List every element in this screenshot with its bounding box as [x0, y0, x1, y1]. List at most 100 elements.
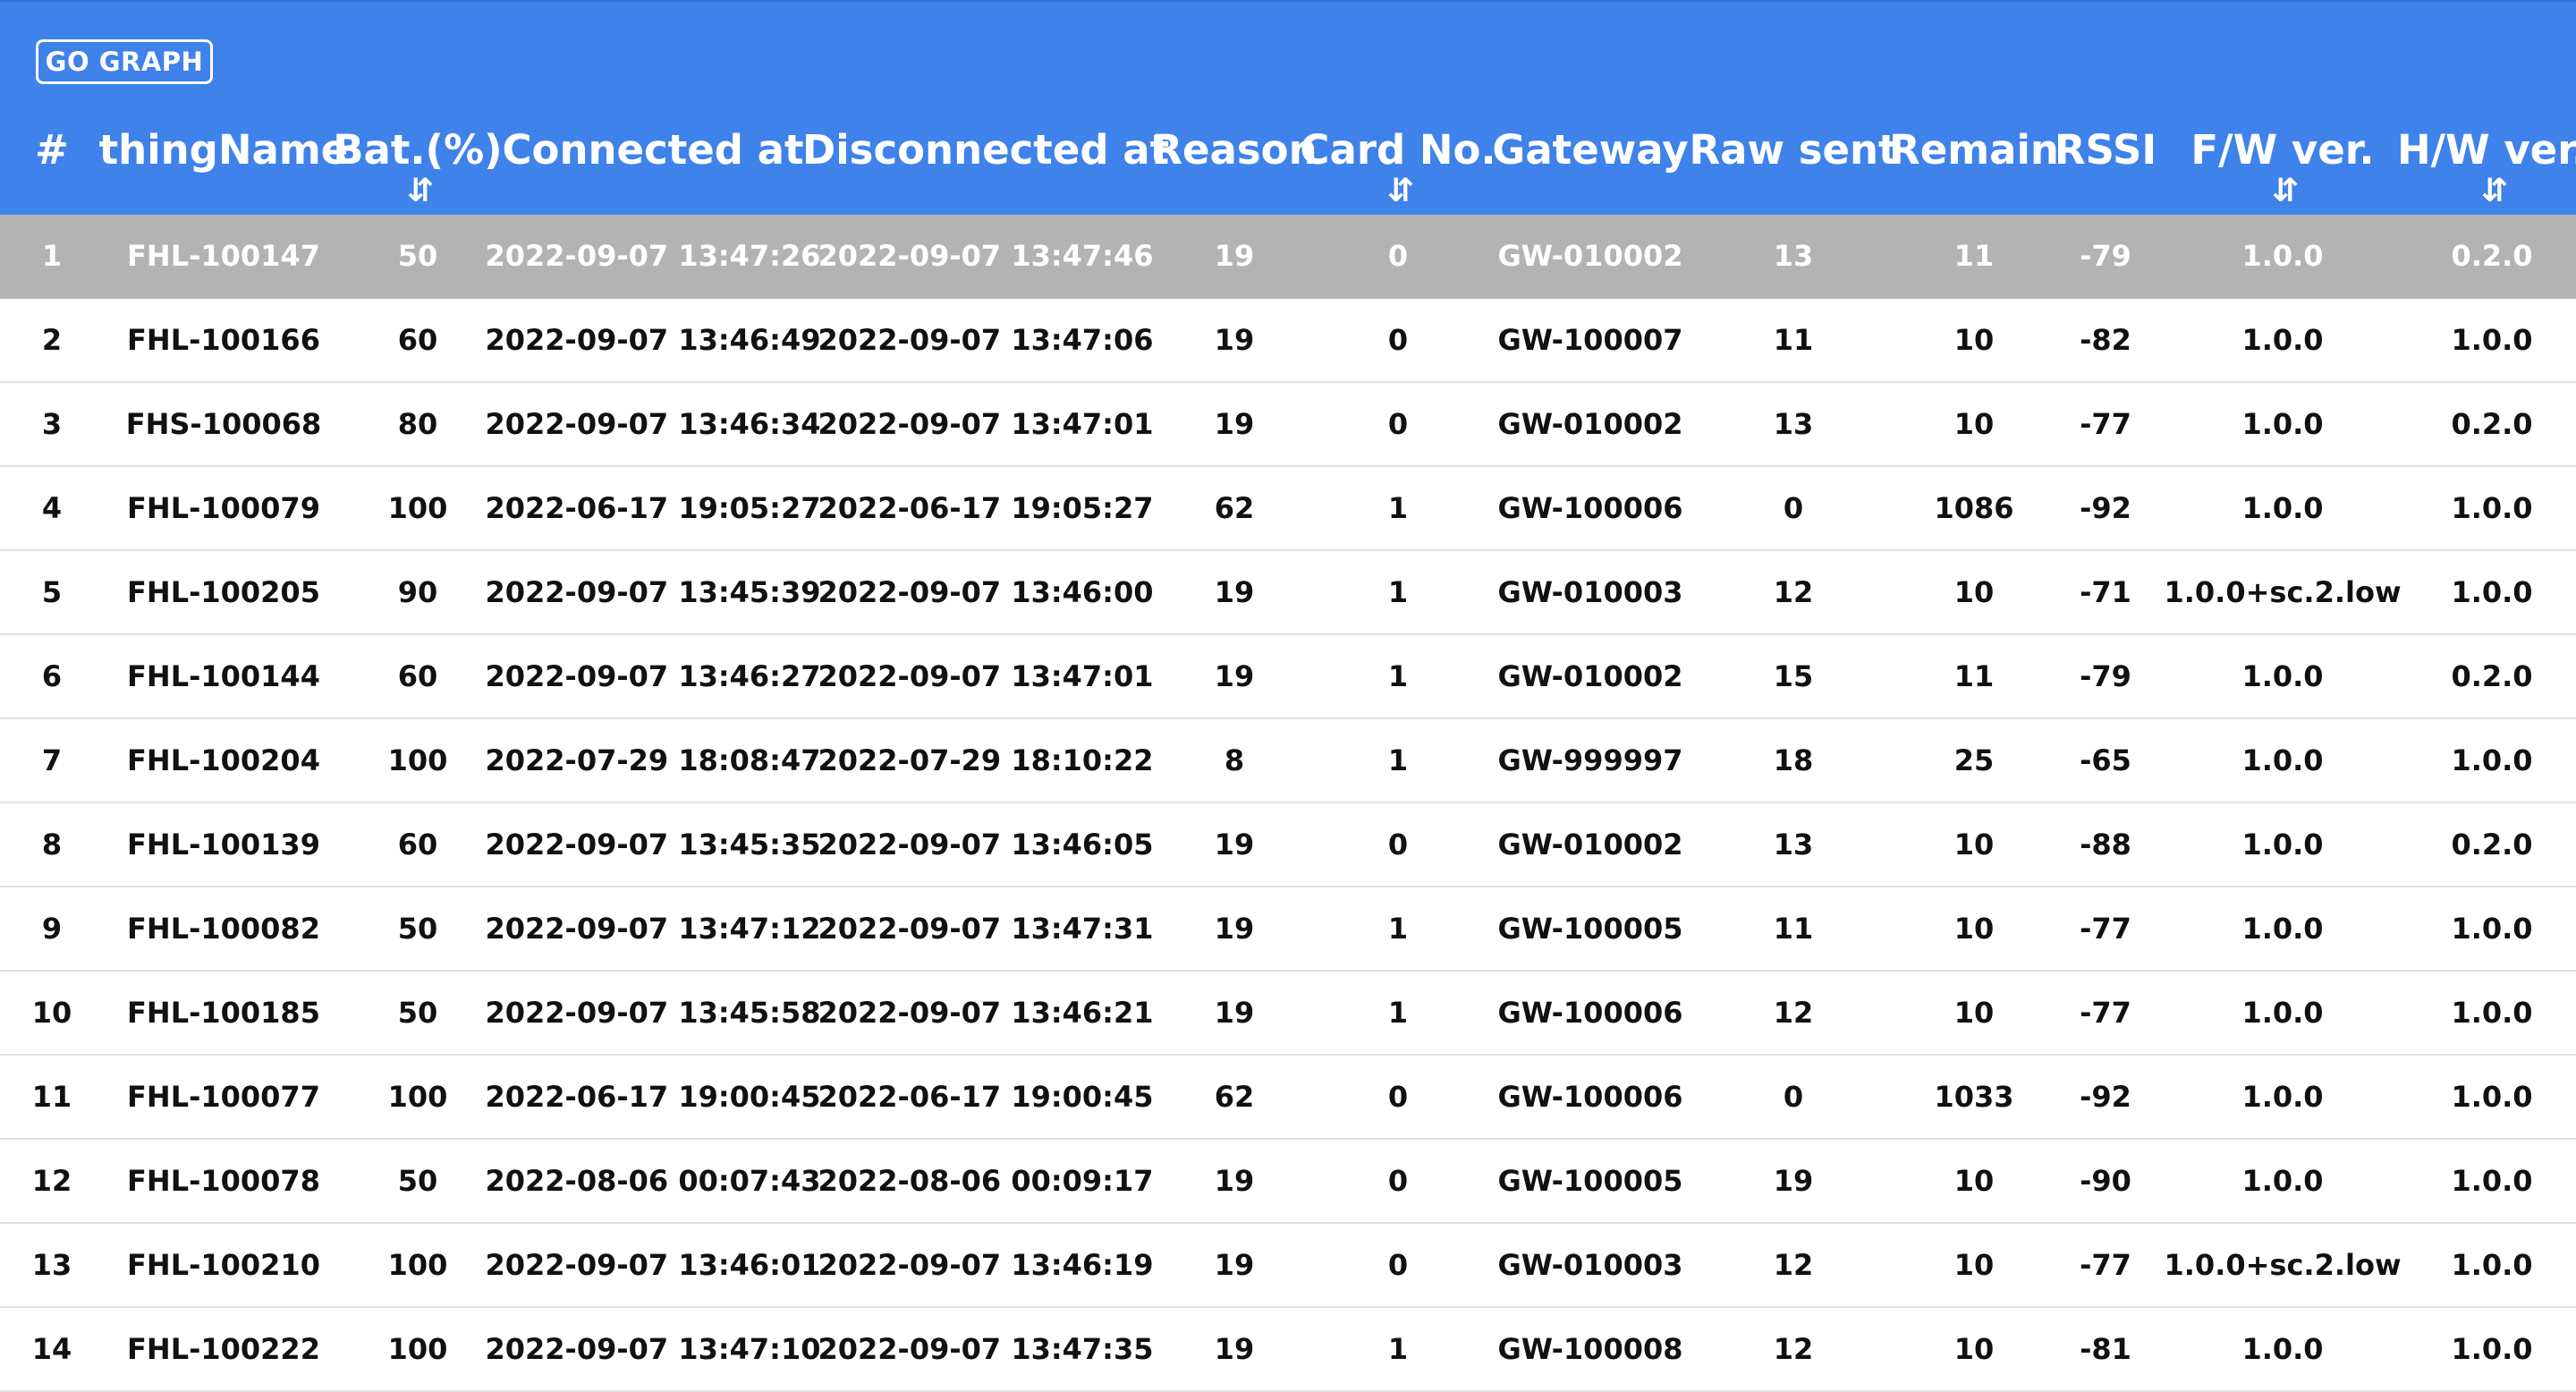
cell-reason: 19 — [1214, 1332, 1255, 1366]
column-header-disconnected: Disconnected at — [801, 126, 1170, 174]
cell-remain: 10 — [1953, 1248, 1995, 1282]
cell-raw: 12 — [1773, 1248, 1814, 1282]
cell-bat: 50 — [397, 996, 438, 1030]
cell-num: 7 — [41, 743, 63, 777]
column-header-fw[interactable]: F/W ver. — [2190, 126, 2375, 174]
table-row[interactable]: 5 FHL-100205 90 2022-09-07 13:45:39 2022-09-… — [0, 551, 2576, 635]
table-row[interactable]: 6 FHL-100144 60 2022-09-07 13:46:27 2022-09-… — [0, 635, 2576, 719]
table-row[interactable]: 10 FHL-100185 50 2022-09-07 13:45:58 2022-09… — [0, 972, 2576, 1056]
table-header-bar: GO GRAPH # thingName Bat.(%) ⇵ Connected at D… — [0, 0, 2576, 215]
cell-remain: 11 — [1953, 659, 1995, 693]
cell-thingName: FHL-100079 — [127, 491, 320, 525]
cell-bat: 100 — [387, 743, 448, 777]
cell-raw: 13 — [1773, 828, 1814, 862]
cell-raw: 19 — [1773, 1164, 1814, 1198]
cell-connected: 2022-09-07 13:47:10 — [485, 1332, 821, 1366]
cell-reason: 19 — [1214, 659, 1255, 693]
sort-icon[interactable]: ⇵ — [406, 173, 434, 209]
cell-reason: 19 — [1214, 1248, 1255, 1282]
cell-fw: 1.0.0 — [2241, 1164, 2324, 1198]
column-header-bat[interactable]: Bat.(%) — [333, 126, 503, 174]
cell-num: 4 — [41, 491, 63, 525]
table-row[interactable]: 14 FHL-100222 100 2022-09-07 13:47:10 2022-0… — [0, 1308, 2576, 1392]
table-row[interactable]: 9 FHL-100082 50 2022-09-07 13:47:12 2022-09-… — [0, 887, 2576, 972]
cell-raw: 18 — [1773, 743, 1814, 777]
table-row[interactable]: 3 FHS-100068 80 2022-09-07 13:46:34 2022-09-… — [0, 383, 2576, 467]
cell-reason: 62 — [1214, 491, 1255, 525]
cell-raw: 15 — [1773, 659, 1814, 693]
cell-fw: 1.0.0+sc.2.low — [2164, 575, 2402, 609]
cell-connected: 2022-09-07 13:46:01 — [485, 1248, 821, 1282]
cell-rssi: -90 — [2080, 1164, 2131, 1198]
cell-thingName: FHL-100144 — [127, 659, 320, 693]
cell-num: 13 — [31, 1248, 72, 1282]
cell-remain: 25 — [1953, 743, 1995, 777]
table-row[interactable]: 12 FHL-100078 50 2022-08-06 00:07:43 2022-08… — [0, 1140, 2576, 1224]
cell-hw: 1.0.0 — [2451, 996, 2533, 1030]
cell-thingName: FHL-100222 — [127, 1332, 320, 1366]
cell-num: 10 — [31, 996, 72, 1030]
cell-remain: 10 — [1953, 323, 1995, 357]
column-header-num: # — [35, 126, 69, 174]
table-row[interactable]: 8 FHL-100139 60 2022-09-07 13:45:35 2022-09-… — [0, 803, 2576, 887]
cell-bat: 60 — [397, 659, 438, 693]
column-header-hw[interactable]: H/W ver. — [2396, 126, 2576, 174]
cell-gateway: GW-999997 — [1497, 743, 1683, 777]
column-header-connected: Connected at — [502, 126, 804, 174]
cell-card: 1 — [1387, 491, 1409, 525]
table-row[interactable]: 4 FHL-100079 100 2022-06-17 19:05:27 2022-06… — [0, 467, 2576, 551]
cell-remain: 10 — [1953, 1332, 1995, 1366]
cell-disconnected: 2022-09-07 13:46:05 — [818, 828, 1154, 862]
cell-num: 5 — [41, 575, 63, 609]
cell-gateway: GW-010003 — [1497, 575, 1683, 609]
cell-reason: 19 — [1214, 239, 1255, 273]
cell-rssi: -88 — [2080, 828, 2131, 862]
cell-hw: 0.2.0 — [2451, 828, 2533, 862]
cell-thingName: FHL-100204 — [127, 743, 320, 777]
sort-icon[interactable]: ⇵ — [1386, 173, 1414, 209]
cell-bat: 90 — [397, 575, 438, 609]
cell-hw: 0.2.0 — [2451, 239, 2533, 273]
sort-icon[interactable]: ⇵ — [2480, 173, 2508, 209]
go-graph-button[interactable]: GO GRAPH — [36, 39, 213, 84]
table-row[interactable]: 11 FHL-100077 100 2022-06-17 19:00:45 2022-0… — [0, 1056, 2576, 1140]
cell-connected: 2022-07-29 18:08:47 — [485, 743, 821, 777]
cell-num: 2 — [41, 323, 63, 357]
cell-hw: 1.0.0 — [2451, 575, 2533, 609]
cell-gateway: GW-100008 — [1497, 1332, 1683, 1366]
cell-disconnected: 2022-09-07 13:46:21 — [818, 996, 1154, 1030]
cell-num: 6 — [41, 659, 63, 693]
table-row[interactable]: 2 FHL-100166 60 2022-09-07 13:46:49 2022-09-… — [0, 299, 2576, 383]
cell-disconnected: 2022-09-07 13:46:19 — [818, 1248, 1154, 1282]
cell-connected: 2022-09-07 13:46:27 — [485, 659, 821, 693]
cell-raw: 12 — [1773, 1332, 1814, 1366]
cell-thingName: FHL-100082 — [127, 912, 320, 946]
cell-hw: 0.2.0 — [2451, 407, 2533, 441]
column-header-card[interactable]: Card No. — [1300, 126, 1496, 174]
cell-thingName: FHL-100210 — [127, 1248, 320, 1282]
column-header-thingName: thingName — [98, 126, 349, 174]
cell-disconnected: 2022-07-29 18:10:22 — [818, 743, 1154, 777]
cell-card: 1 — [1387, 659, 1409, 693]
cell-num: 12 — [31, 1164, 72, 1198]
cell-raw: 13 — [1773, 239, 1814, 273]
sort-icon[interactable]: ⇵ — [2271, 173, 2299, 209]
cell-rssi: -71 — [2080, 575, 2131, 609]
cell-disconnected: 2022-09-07 13:47:01 — [818, 407, 1154, 441]
cell-bat: 100 — [387, 1248, 448, 1282]
table-row[interactable]: 13 FHL-100210 100 2022-09-07 13:46:01 2022-0… — [0, 1224, 2576, 1308]
cell-rssi: -92 — [2080, 1080, 2131, 1114]
cell-gateway: GW-010003 — [1497, 1248, 1683, 1282]
cell-hw: 1.0.0 — [2451, 912, 2533, 946]
cell-card: 0 — [1387, 1164, 1409, 1198]
cell-gateway: GW-100005 — [1497, 1164, 1683, 1198]
cell-fw: 1.0.0 — [2241, 996, 2324, 1030]
table-row[interactable]: 7 FHL-100204 100 2022-07-29 18:08:47 2022-07… — [0, 719, 2576, 803]
cell-thingName: FHL-100185 — [127, 996, 320, 1030]
cell-bat: 100 — [387, 1080, 448, 1114]
table-row[interactable]: 1 FHL-100147 50 2022-09-07 13:47:26 2022-09-… — [0, 215, 2576, 299]
cell-fw: 1.0.0 — [2241, 743, 2324, 777]
cell-raw: 11 — [1773, 912, 1814, 946]
cell-bat: 80 — [397, 407, 438, 441]
cell-rssi: -82 — [2080, 323, 2131, 357]
